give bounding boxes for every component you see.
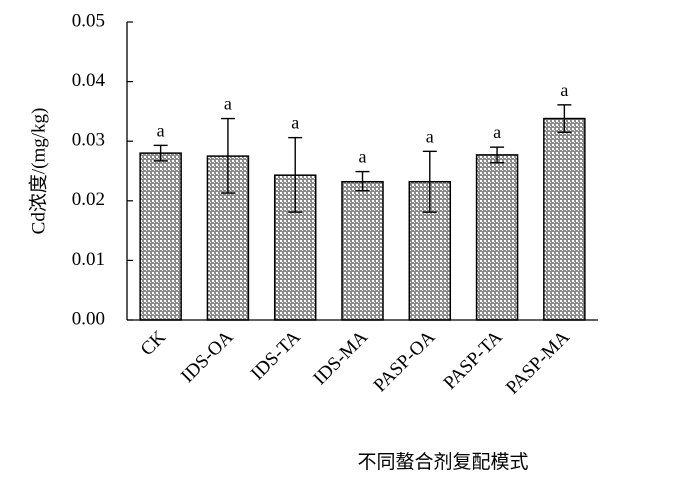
significance-label: a (493, 122, 501, 142)
x-tick-label: IDS-TA (247, 326, 305, 384)
y-tick-label: 0.02 (72, 189, 105, 210)
significance-label: a (157, 120, 165, 140)
x-tick-label: IDS-MA (309, 326, 372, 389)
x-tick-label: CK (137, 326, 171, 360)
y-axis-title: Cd浓度/(mg/kg) (27, 108, 49, 235)
y-tick-label: 0.04 (72, 70, 106, 91)
axes-layer (126, 22, 598, 321)
bar-ck (139, 152, 182, 321)
y-tick-label: 0.05 (72, 10, 105, 31)
y-tick-label: 0.03 (72, 130, 105, 151)
bar-pasp-ta (475, 154, 519, 321)
significance-label: a (560, 80, 568, 100)
significance-label: a (224, 94, 232, 114)
significance-label: a (291, 113, 299, 133)
bar-pasp-ma (543, 117, 586, 321)
x-axis-title: 不同螯合剂复配模式 (357, 451, 528, 473)
x-tick-label: PASP-OA (370, 326, 440, 396)
y-ticks: 0.00 0.01 0.02 0.03 0.04 0.05 (72, 10, 133, 329)
significance-label: a (426, 126, 434, 146)
x-tick-label: PASP-TA (440, 326, 507, 393)
x-tick-label: IDS-OA (177, 326, 238, 387)
significance-label: a (359, 147, 367, 167)
y-tick-label: 0.00 (72, 308, 105, 329)
y-tick-label: 0.01 (72, 249, 105, 270)
bars-layer: a a a a a a a (139, 80, 586, 321)
bar-ids-ma (341, 180, 384, 321)
x-tick-label: PASP-MA (502, 326, 574, 398)
